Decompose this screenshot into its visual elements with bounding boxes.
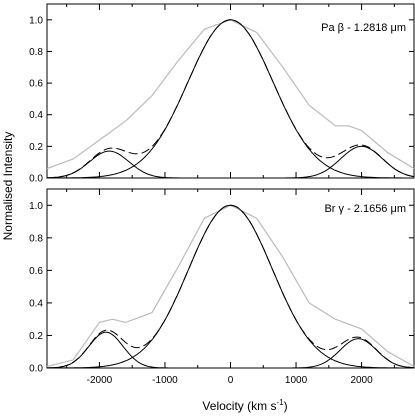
x-tick-label: -2000 <box>87 375 113 386</box>
top-y-tick-label: 0.6 <box>29 79 43 90</box>
bottom-y-tick-label: 0.2 <box>29 331 43 342</box>
x-axis-title-main: Velocity (km s <box>202 399 276 413</box>
x-axis-title-exponent: -1 <box>276 398 284 407</box>
top-panel-ticks <box>47 4 414 179</box>
bottom-summed-fit <box>47 204 415 369</box>
bottom-panel-label: Br γ - 2.1656 μm <box>324 203 406 215</box>
top-y-tick-label: 0.4 <box>29 110 43 121</box>
top-panel: Pa β - 1.2818 μm <box>46 3 415 179</box>
bottom-panel-frame <box>46 188 415 369</box>
top-observed-profile <box>46 19 415 170</box>
top-panel-curves <box>46 19 415 179</box>
y-axis-title: Normalised Intensity <box>1 132 15 241</box>
x-tick-labels: -2000 -1000 0 1000 2000 <box>87 375 373 386</box>
bottom-y-tick-label: 0.8 <box>29 233 43 244</box>
top-y-tick-label: 0.8 <box>29 47 43 58</box>
bottom-observed-profile <box>46 204 415 367</box>
top-y-tick-label: 0.2 <box>29 142 43 153</box>
bottom-y-tick-label: 0.4 <box>29 298 43 309</box>
x-tick-label: -1000 <box>152 375 178 386</box>
bottom-y-tick-label: 0.0 <box>29 364 43 375</box>
top-y-tick-label: 1.0 <box>29 15 43 26</box>
y-tick-labels: 0.0 0.2 0.4 0.6 0.8 1.0 0.0 0.2 0.4 0.6 0.8 1.0 <box>29 15 43 374</box>
x-tick-label: 2000 <box>350 375 373 386</box>
top-y-tick-label: 0.0 <box>29 174 43 185</box>
bottom-panel-curves <box>46 204 415 369</box>
x-axis-title-close: ) <box>284 399 288 413</box>
top-summed-fit <box>47 19 415 179</box>
top-gaussian-component-1 <box>47 19 414 179</box>
bottom-gaussian-component-1 <box>47 204 414 369</box>
bottom-y-tick-label: 1.0 <box>29 201 43 212</box>
x-axis-title: Velocity (km s-1) <box>202 398 287 413</box>
x-tick-label: 1000 <box>285 375 308 386</box>
bottom-y-tick-label: 0.6 <box>29 266 43 277</box>
x-tick-label: 0 <box>228 375 234 386</box>
top-panel-label: Pa β - 1.2818 μm <box>321 22 406 34</box>
bottom-panel: Br γ - 2.1656 μm <box>46 188 415 369</box>
bottom-panel-ticks <box>47 189 414 369</box>
